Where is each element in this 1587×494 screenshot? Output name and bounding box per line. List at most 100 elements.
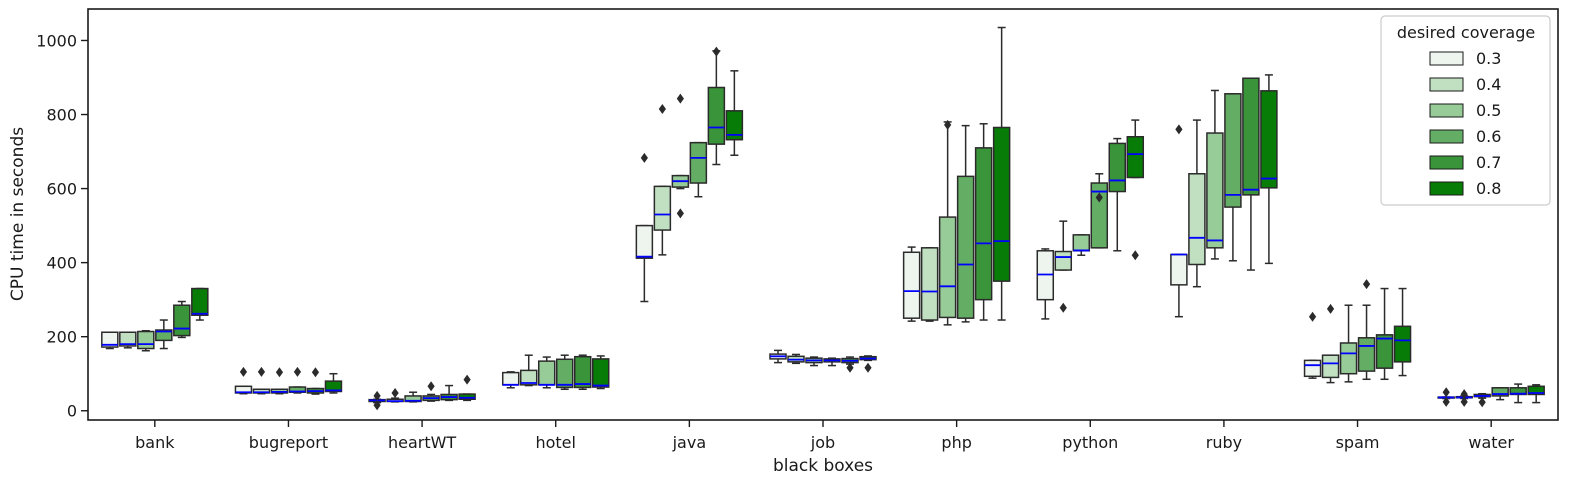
box-bank-0.3 (101, 331, 119, 350)
box-python-0.4 (1054, 220, 1073, 313)
x-tick-label-water: water (1468, 433, 1514, 452)
box-heartWT-0.7 (440, 384, 458, 402)
box-hotel-0.4 (519, 354, 538, 387)
box-body (1527, 385, 1545, 396)
x-tick-label-python: python (1062, 433, 1118, 452)
box-bugreport-0.7 (306, 367, 325, 395)
y-axis-label: CPU time in seconds (8, 127, 28, 301)
box-job-0.4 (787, 353, 805, 365)
legend-swatch-0.4 (1429, 77, 1464, 92)
y-tick-label: 1000 (36, 31, 77, 50)
outlier-point (1095, 192, 1103, 203)
box-hotel-0.6 (555, 354, 574, 391)
box-job-0.7 (841, 356, 859, 373)
box-ruby-0.8 (1260, 74, 1278, 265)
box-job-0.3 (769, 349, 787, 364)
y-axis: 0 200 400 600 800 1000 (36, 31, 88, 421)
outlier-point (1362, 279, 1371, 290)
box-python-0.6 (1090, 173, 1109, 249)
x-tick-label-heartWT: heartWT (388, 433, 456, 452)
box-ruby-0.5 (1206, 89, 1224, 260)
box-bank-0.5 (137, 330, 155, 352)
box-body (1393, 325, 1412, 363)
box-body (1072, 234, 1091, 252)
outlier-point (1460, 389, 1468, 400)
outlier-point (257, 366, 266, 377)
box-bugreport-0.5 (270, 367, 289, 395)
box-hotel-0.7 (573, 354, 592, 391)
box-body (938, 216, 957, 319)
box-body (1126, 135, 1145, 179)
legend-swatch-0.3 (1429, 51, 1464, 66)
box-heartWT-0.8 (458, 374, 476, 402)
box-body (1303, 359, 1322, 378)
outlier-point (1326, 303, 1335, 314)
box-body (902, 251, 921, 319)
box-java-0.7 (707, 46, 726, 166)
legend-frame (1380, 15, 1551, 206)
box-body (1206, 132, 1224, 249)
box-spam-0.4 (1321, 303, 1340, 384)
outlier-point (373, 400, 381, 411)
box-body (1054, 250, 1073, 271)
outlier-point (311, 367, 320, 378)
legend-label-0.7: 0.7 (1476, 153, 1501, 172)
box-water-0.4 (1455, 389, 1473, 407)
x-tick-label-bank: bank (135, 433, 175, 452)
legend: desired coverage 0.3 0.4 0.5 0.6 0.7 0.8 (1380, 15, 1551, 206)
box-ruby-0.6 (1224, 93, 1242, 262)
outlier-point (391, 387, 399, 398)
box-body (173, 304, 191, 337)
legend-label-0.3: 0.3 (1476, 49, 1501, 68)
box-python-0.8 (1126, 119, 1145, 261)
legend-label-0.4: 0.4 (1476, 75, 1501, 94)
outlier-point (1442, 387, 1450, 398)
box-php-0.6 (956, 124, 975, 323)
x-axis: bank bugreport heartWT hotel java job php pytho… (135, 420, 1514, 452)
box-body (1357, 337, 1376, 372)
box-spam-0.8 (1393, 287, 1412, 377)
box-heartWT-0.4 (386, 387, 404, 403)
legend-swatch-0.5 (1429, 103, 1464, 118)
box-hotel-0.8 (591, 355, 610, 390)
outlier-point (1478, 397, 1486, 408)
x-axis-label: black boxes (773, 456, 873, 476)
outlier-point (1308, 311, 1317, 322)
box-body (920, 247, 939, 321)
x-tick-label-job: job (810, 433, 835, 452)
outlier-point (427, 381, 435, 392)
box-body (974, 147, 993, 301)
outlier-point (864, 362, 872, 373)
box-water-0.3 (1437, 387, 1455, 407)
outlier-point (846, 362, 854, 373)
box-body (689, 141, 708, 184)
outlier-point (239, 366, 248, 377)
box-body (1260, 90, 1278, 189)
box-body (591, 358, 610, 388)
legend-items: 0.3 0.4 0.5 0.6 0.7 0.8 (1429, 49, 1501, 198)
y-tick-label: 600 (46, 180, 77, 199)
legend-title: desired coverage (1397, 23, 1535, 42)
box-water-0.6 (1491, 387, 1509, 401)
y-tick-label: 400 (46, 254, 77, 273)
box-ruby-0.7 (1242, 77, 1260, 271)
box-body (1108, 142, 1127, 193)
box-php-0.8 (992, 26, 1011, 321)
box-body (956, 175, 975, 319)
box-spam-0.5 (1339, 304, 1358, 383)
outlier-point (712, 46, 720, 57)
x-tick-label-ruby: ruby (1206, 433, 1242, 452)
box-java-0.3 (635, 152, 654, 303)
box-java-0.8 (725, 70, 744, 157)
outlier-point (1175, 124, 1183, 135)
legend-label-0.5: 0.5 (1476, 101, 1501, 120)
box-python-0.5 (1072, 234, 1091, 256)
box-bugreport-0.4 (252, 366, 271, 395)
box-body (725, 110, 744, 141)
box-bank-0.8 (191, 287, 209, 321)
box-body (519, 369, 538, 386)
box-java-0.5 (671, 93, 690, 219)
box-hotel-0.5 (537, 356, 556, 389)
